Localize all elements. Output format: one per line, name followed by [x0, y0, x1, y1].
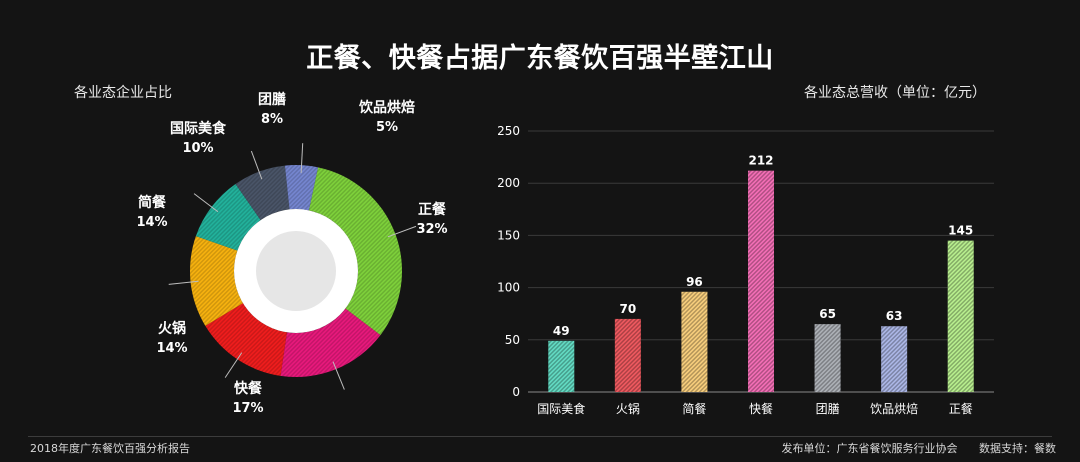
y-tick-label: 100 — [497, 281, 520, 295]
bar-texture — [681, 291, 708, 392]
x-tick-label: 国际美食 — [537, 401, 585, 416]
donut-slice-texture — [280, 308, 381, 377]
donut-leader-line — [387, 225, 417, 238]
footer-report-name: 2018年度广东餐饮百强分析报告 — [30, 442, 190, 455]
bar-texture — [614, 318, 641, 392]
donut-leader-line — [168, 280, 199, 285]
donut-label-name: 国际美食 — [170, 120, 227, 137]
footer-divider — [28, 436, 1052, 437]
donut-label-percent: 14% — [156, 341, 187, 356]
footer-data-support: 数据支持：餐数 — [979, 442, 1056, 455]
donut-leader-line — [224, 352, 243, 378]
donut-slice-texture — [235, 165, 290, 221]
bar-texture — [748, 170, 774, 392]
donut-label-name: 饮品烘焙 — [358, 99, 415, 116]
donut-label-percent: 32% — [416, 222, 447, 237]
donut-slice-texture — [189, 236, 243, 326]
bar-value-label: 145 — [948, 224, 973, 238]
bar-value-label: 49 — [553, 324, 570, 338]
x-tick-label: 简餐 — [682, 401, 706, 416]
y-tick-label: 200 — [497, 176, 520, 190]
y-tick-label: 50 — [505, 333, 520, 347]
y-tick-label: 0 — [512, 385, 520, 399]
footer-publisher: 发布单位：广东省餐饮服务行业协会 — [781, 442, 958, 455]
donut-leader-line — [193, 193, 219, 213]
bar-chart: 0 50 100 150 200 250 49 国际美食 70 火锅 96 简餐 212 快餐 65 团膳 63… — [497, 124, 994, 416]
bar-value-label: 65 — [819, 307, 836, 321]
bar-chart-title: 各业态总营收（单位：亿元） — [804, 85, 986, 101]
footer-credits: 发布单位：广东省餐饮服务行业协会 数据支持：餐数 — [764, 440, 1057, 456]
bar-texture — [881, 326, 908, 392]
donut-leader-line — [300, 143, 304, 174]
bar-texture — [814, 324, 841, 392]
donut-slice-texture — [195, 183, 261, 251]
bar-texture — [548, 340, 575, 392]
bar-value-label: 96 — [686, 275, 703, 289]
x-tick-label: 正餐 — [949, 401, 973, 416]
bar-texture — [947, 240, 974, 392]
donut-label-name: 简餐 — [138, 194, 167, 211]
bar-value-label: 212 — [748, 154, 773, 168]
donut-label-name: 快餐 — [234, 380, 263, 397]
donut-slice-texture — [308, 167, 402, 336]
donut-label-name: 正餐 — [418, 201, 447, 218]
donut-slice-texture — [284, 165, 319, 211]
bar-value-label: 70 — [620, 302, 637, 316]
donut-label-percent: 14% — [136, 215, 167, 230]
donut-label-name: 火锅 — [158, 321, 186, 337]
donut-label-percent: 17% — [232, 401, 263, 416]
x-tick-label: 团膳 — [816, 401, 840, 416]
x-tick-label: 火锅 — [616, 401, 640, 416]
donut-label-percent: 5% — [376, 120, 398, 135]
donut-label-percent: 10% — [182, 141, 213, 156]
y-tick-label: 250 — [497, 124, 520, 138]
main-title: 正餐、快餐占据广东餐饮百强半壁江山 — [306, 43, 774, 74]
donut-center-disc — [256, 231, 336, 311]
donut-leader-line — [332, 361, 345, 390]
donut-label-percent: 8% — [261, 112, 283, 127]
donut-chart-title: 各业态企业占比 — [74, 85, 172, 101]
donut-leader-line — [250, 150, 263, 180]
x-tick-label: 饮品烘焙 — [870, 401, 918, 416]
y-tick-label: 150 — [497, 228, 520, 242]
donut-label-name: 团膳 — [258, 91, 286, 108]
donut-slice-texture — [205, 303, 287, 376]
bar-value-label: 63 — [886, 309, 903, 323]
donut-chart: 正餐 32% 快餐 17% 火锅 14% 简餐 14% 国际美食 10% 团膳 8% 饮品烘焙 5% — [136, 91, 447, 416]
x-tick-label: 快餐 — [749, 401, 773, 416]
